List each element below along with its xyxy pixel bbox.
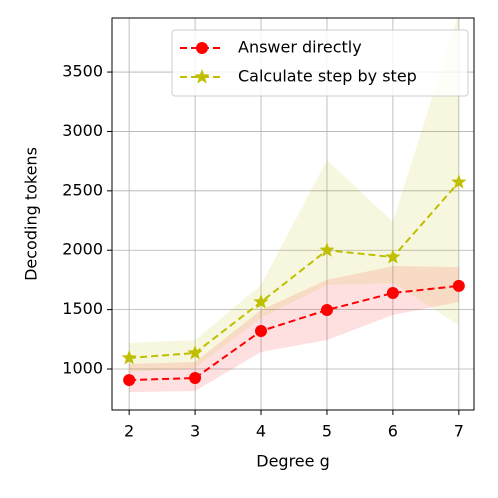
- star-marker: [121, 349, 137, 365]
- x-tick-label: 7: [454, 422, 464, 441]
- circle-marker: [386, 286, 399, 299]
- legend-label: Calculate step by step: [238, 67, 417, 86]
- circle-marker: [123, 374, 136, 387]
- legend-box: [171, 29, 469, 97]
- y-tick-label: 3000: [62, 121, 103, 140]
- x-axis-label: Degree g: [256, 452, 329, 471]
- y-axis-label: Decoding tokens: [22, 147, 41, 281]
- legend-marker: [194, 69, 210, 84]
- y-tick-label: 2000: [62, 240, 103, 259]
- y-tick-label: 1500: [62, 299, 103, 318]
- x-tick-label: 3: [190, 422, 200, 441]
- star-marker: [319, 242, 335, 257]
- star-marker: [253, 294, 269, 309]
- series-line: [129, 181, 460, 359]
- x-tick-label: 4: [256, 422, 266, 441]
- circle-marker: [320, 303, 333, 316]
- plot-frame: [111, 17, 475, 411]
- circle-marker: [255, 325, 268, 338]
- y-tick-label: 3500: [62, 62, 103, 81]
- y-tick-label: 2500: [62, 180, 103, 199]
- legend-label: Answer directly: [238, 38, 362, 57]
- star-marker: [187, 344, 203, 360]
- circle-marker: [189, 372, 202, 385]
- legend-marker: [196, 42, 208, 54]
- circle-marker: [452, 279, 465, 292]
- star-marker: [385, 249, 401, 264]
- x-tick-label: 2: [124, 422, 134, 441]
- x-tick-label: 5: [322, 422, 332, 441]
- y-tick-label: 1000: [62, 359, 103, 378]
- error-band: [129, 18, 459, 372]
- x-tick-label: 6: [388, 422, 398, 441]
- series-line: [129, 284, 459, 382]
- star-marker: [451, 174, 467, 189]
